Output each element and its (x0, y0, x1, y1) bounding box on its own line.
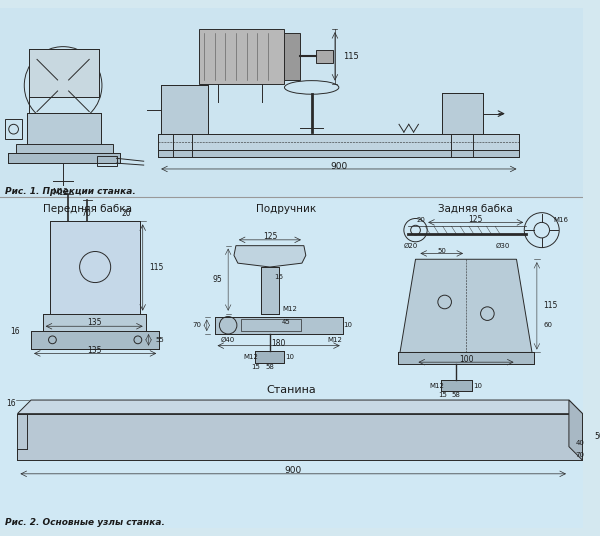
Text: 135: 135 (87, 346, 101, 355)
Text: 70: 70 (82, 209, 91, 218)
Bar (199, 29, 284, 84)
Bar (215, 317, 343, 334)
Text: 20: 20 (417, 218, 426, 224)
Text: M12: M12 (282, 306, 297, 312)
Text: 95: 95 (212, 275, 223, 284)
Bar (8, 153, 121, 163)
Text: 45: 45 (282, 319, 291, 325)
Bar (50, 221, 140, 314)
Bar (442, 93, 482, 134)
Bar (284, 33, 300, 80)
Bar (50, 221, 140, 314)
Text: 115: 115 (343, 52, 358, 61)
Bar (398, 353, 534, 364)
Bar (43, 314, 146, 331)
Bar (316, 49, 333, 63)
Text: 70: 70 (576, 452, 585, 458)
Text: 16: 16 (10, 326, 19, 336)
Bar (158, 150, 520, 158)
Bar (0, 8, 583, 197)
Bar (31, 331, 159, 348)
Bar (27, 113, 101, 147)
Text: 115: 115 (149, 263, 164, 272)
Text: 900: 900 (284, 466, 302, 475)
Bar (256, 352, 284, 363)
Bar (27, 113, 101, 147)
Bar (256, 352, 284, 363)
Text: M12: M12 (244, 354, 259, 360)
Bar (158, 134, 520, 150)
Text: 60: 60 (544, 322, 553, 328)
Bar (8, 153, 121, 163)
Text: 100: 100 (459, 355, 473, 364)
Text: 58: 58 (452, 392, 461, 398)
Text: Рис. 1. Проекции станка.: Рис. 1. Проекции станка. (5, 187, 136, 196)
Text: 58: 58 (265, 364, 274, 370)
Text: 15: 15 (251, 364, 260, 370)
Circle shape (60, 83, 66, 88)
Text: 135: 135 (87, 318, 101, 327)
Text: 10: 10 (285, 354, 294, 360)
Text: 16: 16 (274, 274, 283, 280)
Polygon shape (569, 400, 583, 460)
Text: Ø30: Ø30 (496, 243, 510, 249)
Text: Рис. 2. Основные узлы станка.: Рис. 2. Основные узлы станка. (5, 518, 165, 527)
Polygon shape (400, 259, 532, 353)
Bar (161, 85, 208, 134)
Polygon shape (17, 414, 583, 460)
Text: M16: M16 (553, 218, 568, 224)
Text: 70: 70 (192, 322, 201, 328)
Bar (261, 267, 278, 314)
Text: 15: 15 (438, 392, 447, 398)
Bar (398, 353, 534, 364)
Text: M12: M12 (52, 188, 68, 197)
Text: 20: 20 (121, 209, 131, 218)
Bar (0, 198, 583, 528)
Polygon shape (234, 245, 306, 267)
Text: 40: 40 (576, 440, 584, 446)
Text: M12: M12 (429, 383, 444, 390)
Text: Ø40: Ø40 (221, 337, 235, 343)
Bar (261, 267, 278, 314)
Text: Ø20: Ø20 (404, 243, 418, 249)
Text: 125: 125 (263, 233, 277, 241)
Text: 125: 125 (469, 215, 483, 224)
Text: 50: 50 (594, 433, 600, 442)
Bar (29, 49, 99, 97)
Bar (5, 120, 22, 139)
Bar (43, 314, 146, 331)
Text: 16: 16 (6, 399, 16, 408)
Text: 10: 10 (343, 322, 352, 328)
Bar (158, 150, 520, 158)
Text: Подручник: Подручник (256, 204, 317, 214)
Bar (442, 93, 482, 134)
Text: Станина: Станина (266, 385, 316, 396)
Bar (158, 134, 520, 150)
Text: 50: 50 (437, 248, 446, 254)
Bar (16, 144, 113, 155)
Text: M12: M12 (328, 337, 343, 343)
Bar (97, 157, 116, 166)
Polygon shape (17, 400, 583, 414)
Bar (441, 379, 472, 391)
Text: Задняя бабка: Задняя бабка (439, 204, 513, 214)
Bar (441, 379, 472, 391)
Text: 180: 180 (271, 339, 286, 348)
Bar (31, 331, 159, 348)
Bar (241, 319, 301, 331)
Text: 10: 10 (473, 383, 482, 390)
Text: 900: 900 (330, 161, 347, 170)
Text: 55: 55 (155, 337, 164, 343)
Text: 115: 115 (544, 301, 558, 310)
Bar (215, 317, 343, 334)
Bar (29, 49, 99, 97)
Text: Передняя бабка: Передняя бабка (43, 204, 132, 214)
Bar (161, 85, 208, 134)
